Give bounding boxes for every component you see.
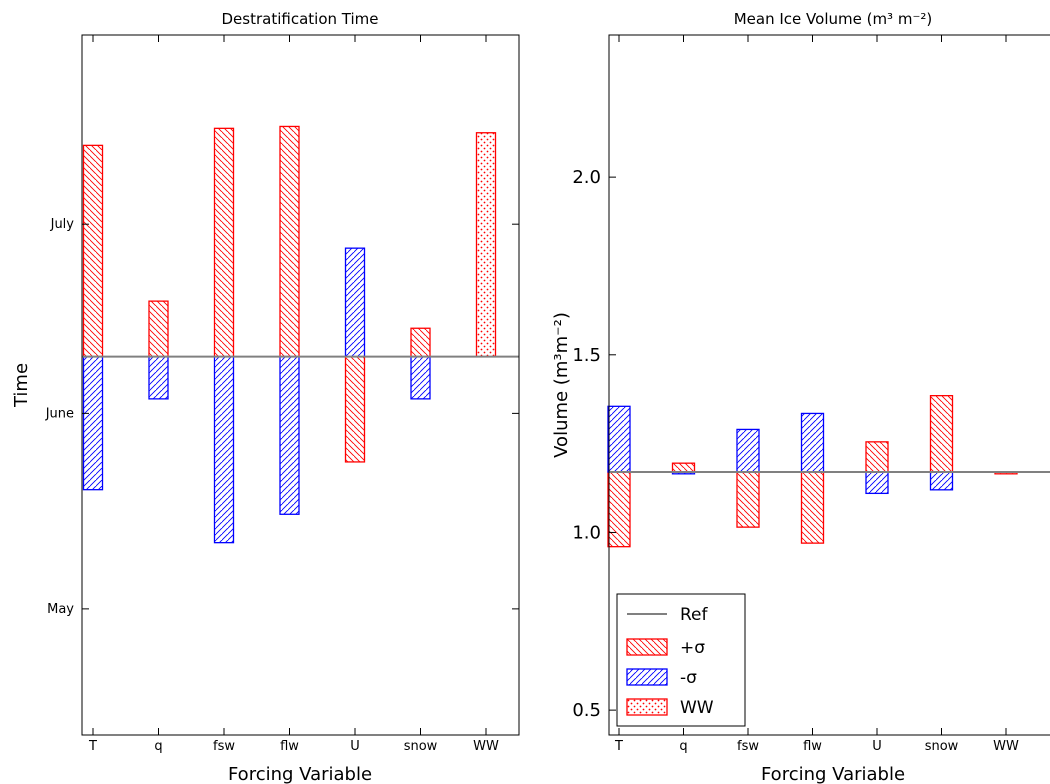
legend: Ref +σ -σ WW xyxy=(616,593,746,727)
y-axis-label: Time xyxy=(11,363,32,408)
plus-sigma-bar xyxy=(410,327,431,358)
ww-bar xyxy=(475,132,497,358)
y-tick-label: 0.5 xyxy=(572,700,601,721)
x-tick-label: T xyxy=(614,739,623,754)
legend-ww-swatch xyxy=(626,698,668,716)
y-tick-label: 1.5 xyxy=(572,345,601,366)
y-axis-ticks: 0.5 1.0 1.5 2.0 xyxy=(572,167,616,721)
y-tick-label: June xyxy=(45,406,74,421)
x-tick-label: flw xyxy=(280,739,299,754)
y-tick-label: July xyxy=(50,217,75,232)
y-tick-label: May xyxy=(47,602,74,617)
y-tick-label: 1.0 xyxy=(572,522,601,543)
legend-minus-label: -σ xyxy=(680,668,697,688)
chart-title: Destratification Time xyxy=(222,10,379,28)
minus-sigma-bar xyxy=(800,412,825,473)
plot-frame xyxy=(81,34,520,736)
plus-sigma-bar xyxy=(671,462,696,473)
plus-sigma-bar xyxy=(929,395,954,473)
x-tick-label: fsw xyxy=(213,739,235,754)
bar-layer xyxy=(607,395,1018,548)
minus-sigma-bar xyxy=(865,471,889,495)
y-axis-label: Volume (m³m⁻²) xyxy=(551,312,572,458)
plus-sigma-bar xyxy=(213,127,235,358)
x-tick-label: q xyxy=(154,739,162,754)
legend-plus-swatch xyxy=(626,638,668,656)
plus-sigma-bar xyxy=(148,300,169,358)
x-tick-label: snow xyxy=(925,739,959,754)
minus-sigma-bar xyxy=(736,428,760,473)
minus-sigma-bar xyxy=(929,471,954,491)
x-tick-label: flw xyxy=(803,739,822,754)
x-tick-label: snow xyxy=(404,739,438,754)
y-axis-ticks: May June July xyxy=(45,217,519,617)
legend-plus-label: +σ xyxy=(680,638,705,658)
minus-sigma-bar xyxy=(607,405,631,473)
minus-sigma-bar xyxy=(148,355,169,400)
legend-ww-label: WW xyxy=(680,698,714,718)
x-tick-label: fsw xyxy=(737,739,759,754)
plus-sigma-bar xyxy=(82,144,104,358)
x-tick-label: q xyxy=(679,739,687,754)
x-tick-label: U xyxy=(350,739,360,754)
x-tick-label: U xyxy=(872,739,882,754)
plus-sigma-bar xyxy=(800,471,825,544)
x-tick-label: WW xyxy=(993,739,1019,754)
plus-sigma-bar xyxy=(279,125,300,358)
plus-sigma-bar xyxy=(865,441,889,473)
plus-sigma-bar xyxy=(607,471,631,548)
minus-sigma-bar xyxy=(410,355,431,400)
legend-minus-swatch xyxy=(626,668,668,686)
legend-ref-label: Ref xyxy=(680,605,709,625)
x-axis-label: Forcing Variable xyxy=(761,764,905,784)
x-axis-label: Forcing Variable xyxy=(228,764,372,784)
plot-frame xyxy=(608,34,1050,736)
bar-layer xyxy=(82,125,497,544)
x-tick-label: WW xyxy=(473,739,499,754)
plus-sigma-bar xyxy=(344,355,366,463)
minus-sigma-bar xyxy=(213,355,235,544)
y-tick-label: 2.0 xyxy=(572,167,601,188)
minus-sigma-bar xyxy=(279,355,300,515)
chart-title: Mean Ice Volume (m³ m⁻²) xyxy=(734,10,933,28)
plus-sigma-bar xyxy=(736,471,760,528)
minus-sigma-bar xyxy=(344,247,366,358)
x-tick-label: T xyxy=(88,739,97,754)
minus-sigma-bar xyxy=(82,355,104,491)
